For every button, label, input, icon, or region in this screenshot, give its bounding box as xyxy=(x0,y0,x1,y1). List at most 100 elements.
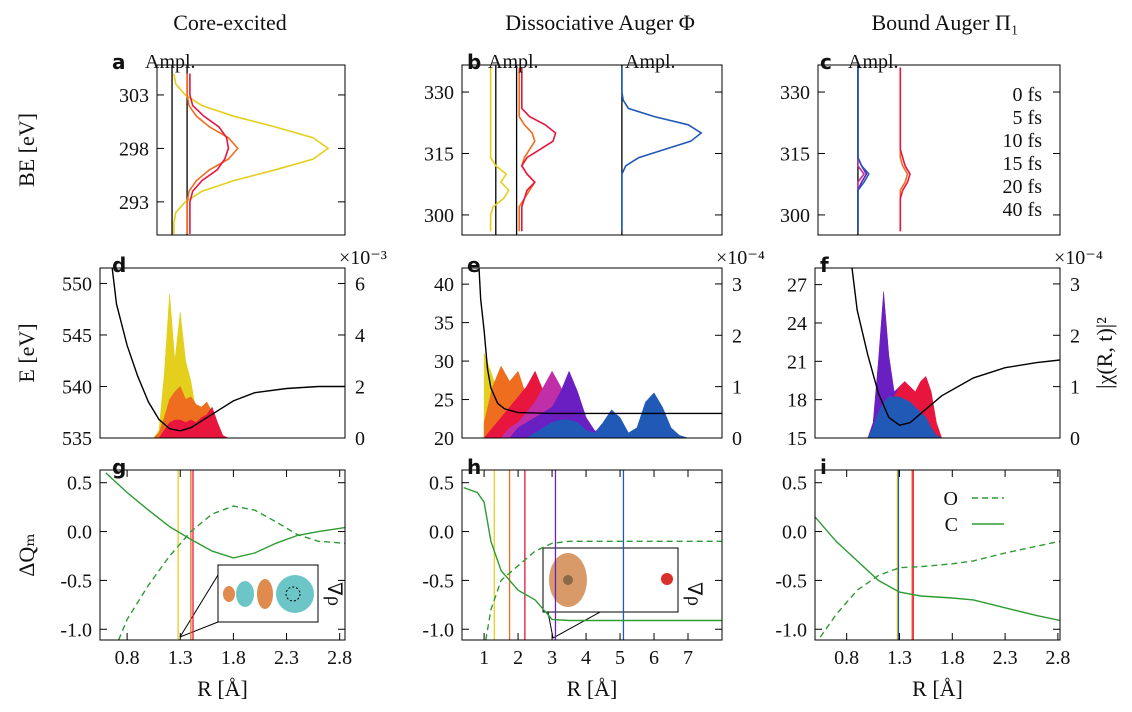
plot-area xyxy=(171,65,330,235)
potential-curve xyxy=(111,268,345,432)
plot-area xyxy=(851,268,1060,438)
x-tick-label: 1.3 xyxy=(168,647,193,669)
inset-label: ∇ρ xyxy=(323,582,345,606)
y-axis-label: ΔQₘ xyxy=(14,533,39,577)
y2-tick-label: 1 xyxy=(1070,377,1080,399)
inset-connector xyxy=(179,621,219,638)
orbital-lobe xyxy=(276,575,314,613)
y2-tick-label: 2 xyxy=(1070,325,1080,347)
frame xyxy=(99,267,346,439)
y-tick-label: -1.0 xyxy=(422,619,454,641)
y-tick-label: 0.5 xyxy=(782,473,807,495)
amplitude-label: Ampl. xyxy=(848,51,899,73)
frame xyxy=(461,64,723,236)
column-title: Bound Auger Π₁ xyxy=(872,10,1019,35)
frame xyxy=(814,267,1061,439)
panel-letter: d xyxy=(112,253,126,277)
plot-area xyxy=(111,268,345,438)
frame xyxy=(461,267,723,439)
axis-multiplier: ×10⁻³ xyxy=(339,247,387,269)
y-axis-label: E [eV] xyxy=(14,323,39,382)
y-tick-label: 20 xyxy=(434,428,454,450)
potential-curve xyxy=(851,268,1060,426)
charge-curve xyxy=(815,516,1060,622)
y-tick-label: -0.5 xyxy=(60,570,92,592)
legend-label: 40 fs xyxy=(1003,199,1043,221)
y-tick-label: 24 xyxy=(787,313,807,335)
axis-multiplier: ×10⁻⁴ xyxy=(716,247,765,269)
atom xyxy=(661,573,673,585)
amplitude-curve xyxy=(857,67,868,232)
amplitude-label: Ampl. xyxy=(488,51,539,73)
y-tick-label: 0.5 xyxy=(67,473,92,495)
x-tick-label: 2 xyxy=(513,647,523,669)
frame xyxy=(156,64,346,236)
y-tick-label: 298 xyxy=(119,138,149,160)
panel-letter: f xyxy=(820,253,829,277)
y-tick-label: 0.0 xyxy=(782,522,807,544)
panel-letter: h xyxy=(467,455,481,479)
charge-curve xyxy=(117,505,345,640)
column-title: Core-excited xyxy=(173,10,287,35)
x-tick-label: 6 xyxy=(649,647,659,669)
density-area xyxy=(867,396,942,438)
y-tick-label: 15 xyxy=(787,428,807,450)
amplitude-curve xyxy=(857,67,870,232)
y-tick-label: 315 xyxy=(424,143,454,165)
panel-letter: c xyxy=(820,50,832,74)
plot-area xyxy=(478,268,722,438)
y-tick-label: -0.5 xyxy=(775,570,807,592)
x-tick-label: 2.3 xyxy=(993,647,1018,669)
y-tick-label: 300 xyxy=(780,205,810,227)
x-tick-label: 2.8 xyxy=(327,647,352,669)
plot-area xyxy=(463,470,722,640)
y2-tick-label: 6 xyxy=(355,273,365,295)
charge-curve xyxy=(485,540,722,640)
x-tick-label: 0.8 xyxy=(115,647,140,669)
panel-letter: g xyxy=(112,455,126,479)
panel-letter: b xyxy=(467,50,481,74)
x-tick-label: 1 xyxy=(479,647,489,669)
y2-tick-label: 2 xyxy=(355,376,365,398)
plot-area xyxy=(489,65,703,235)
plot-area xyxy=(815,470,1060,640)
amplitude-curve xyxy=(173,73,330,234)
x-tick-label: 1.8 xyxy=(940,647,965,669)
y2-tick-label: 0 xyxy=(355,428,365,450)
inset-connector xyxy=(179,574,219,638)
amplitude-curve xyxy=(899,67,909,232)
y-tick-label: 535 xyxy=(62,428,92,450)
y-tick-label: 40 xyxy=(434,274,454,296)
x-tick-label: 1.3 xyxy=(887,647,912,669)
charge-curve xyxy=(105,472,345,559)
y2-tick-label: 2 xyxy=(732,325,742,347)
orbital-lobe xyxy=(257,579,273,609)
y-tick-label: 545 xyxy=(62,325,92,347)
y2-tick-label: 0 xyxy=(1070,428,1080,450)
legend-label: O xyxy=(944,488,958,510)
density-area xyxy=(484,392,689,438)
orbital-lobe xyxy=(236,581,254,607)
amplitude-curve xyxy=(857,67,865,232)
column-title: Dissociative Auger Φ xyxy=(505,10,695,35)
y-tick-label: 18 xyxy=(787,390,807,412)
x-tick-label: 3 xyxy=(547,647,557,669)
legend-label: 20 fs xyxy=(1003,176,1043,198)
atom-marker xyxy=(285,586,301,602)
y-axis-label: BE [eV] xyxy=(14,113,39,187)
amplitude-label: Ampl. xyxy=(625,51,676,73)
frame xyxy=(814,469,1061,641)
amplitude-curve xyxy=(189,73,230,234)
x-tick-label: 1.8 xyxy=(221,647,246,669)
y-tick-label: -1.0 xyxy=(60,619,92,641)
panel-letter: e xyxy=(467,253,481,277)
y-tick-label: 21 xyxy=(787,351,807,373)
legend-label: 5 fs xyxy=(1013,107,1043,129)
x-tick-label: 0.8 xyxy=(834,647,859,669)
y-tick-label: 550 xyxy=(62,273,92,295)
x-tick-label: 2.8 xyxy=(1045,647,1070,669)
legend-label: 10 fs xyxy=(1003,130,1043,152)
y2-tick-label: 1 xyxy=(732,377,742,399)
y-tick-label: 540 xyxy=(62,376,92,398)
y2-tick-label: 3 xyxy=(732,274,742,296)
